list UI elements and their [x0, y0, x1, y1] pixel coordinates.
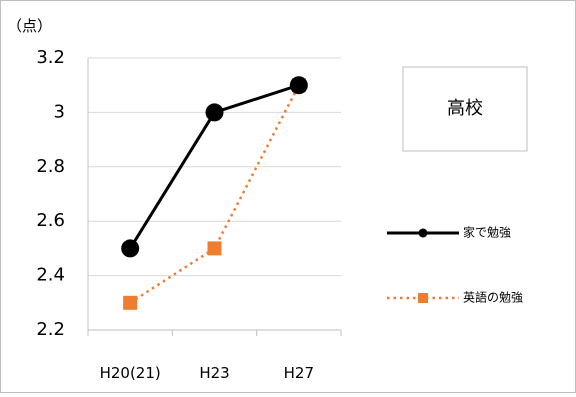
series-0-point: [289, 76, 308, 95]
y-tick-label: 2.2: [36, 319, 65, 340]
legend-marker-0: [418, 228, 428, 238]
x-tick-label: H27: [284, 364, 314, 382]
x-tick-label: H23: [199, 364, 229, 382]
y-tick-label: 3: [54, 101, 65, 122]
y-tick-label: 2.6: [36, 210, 65, 231]
x-tick-labels: H20(21) H23 H27: [100, 364, 314, 382]
title-box: [402, 66, 528, 152]
x-tick-label: H20(21): [100, 364, 161, 382]
series-0-point: [205, 103, 224, 122]
y-tick-label: 2.4: [36, 265, 65, 286]
series-1-point: [123, 295, 138, 310]
gridlines: [88, 57, 341, 331]
series-line-1: [129, 84, 300, 304]
y-tick-label: 3.2: [36, 47, 65, 68]
legend-marker-1: [418, 293, 428, 303]
chart-title: 高校: [447, 98, 483, 119]
y-tick-labels: 3.2 3 2.8 2.6 2.4 2.2: [36, 47, 65, 340]
series-0-point: [121, 239, 140, 258]
y-tick-label: 2.8: [36, 156, 65, 177]
y-unit-label: （点）: [7, 17, 52, 35]
series-1-point: [207, 241, 222, 256]
axes: [87, 58, 342, 336]
legend-label-0: 家で勉強: [463, 225, 511, 240]
series-group: [121, 76, 308, 310]
legend-label-1: 英語の勉強: [463, 290, 523, 305]
